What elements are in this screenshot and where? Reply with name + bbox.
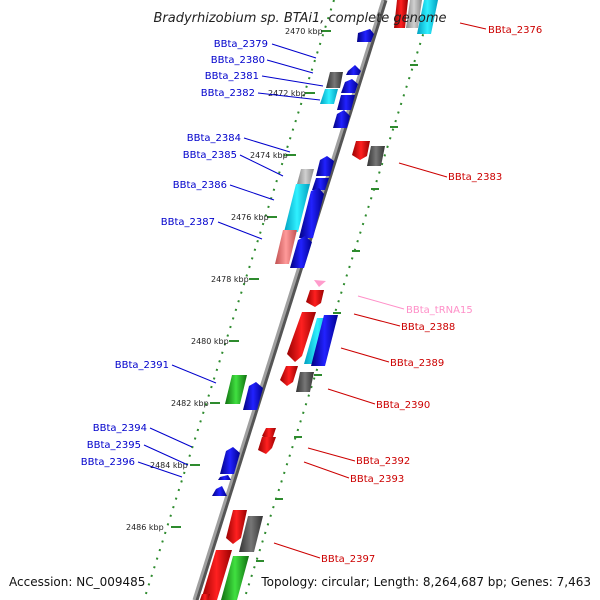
forward-gene-labels: BBta_2379 BBta_2380 BBta_2381 BBta_2382 … [81, 39, 268, 468]
reverse-gene-labels: BBta_2376 BBta_2383 BBta_tRNA15 BBta_238… [321, 25, 542, 565]
gene-feature[interactable] [258, 437, 276, 454]
gene-feature[interactable] [312, 178, 329, 190]
gene-feature[interactable] [326, 72, 343, 88]
gene-feature[interactable] [243, 382, 263, 410]
gene-label-bbta-2392[interactable]: BBta_2392 [356, 456, 410, 467]
gene-feature[interactable] [357, 29, 374, 42]
gene-label-bbta-2376[interactable]: BBta_2376 [488, 25, 542, 36]
gene-feature[interactable] [346, 65, 361, 75]
gene-feature[interactable] [296, 372, 314, 392]
gene-feature[interactable] [406, 0, 422, 28]
gene-feature[interactable] [221, 556, 249, 600]
gene-label-bbta-2391[interactable]: BBta_2391 [115, 360, 169, 371]
gene-feature[interactable] [280, 366, 298, 386]
gene-feature[interactable] [239, 516, 263, 552]
gene-label-bbta-2395[interactable]: BBta_2395 [87, 440, 141, 451]
gene-label-bbta-2397[interactable]: BBta_2397 [321, 554, 375, 565]
kbp-tick-label: 2486 kbp [126, 523, 164, 532]
topology-text: Topology: circular; Length: 8,264,687 bp… [260, 575, 591, 589]
gene-label-bbta-2393[interactable]: BBta_2393 [350, 474, 404, 485]
gene-label-bbta-2383[interactable]: BBta_2383 [448, 172, 502, 183]
gene-label-bbta-2386[interactable]: BBta_2386 [173, 180, 227, 191]
accession-text: Accession: NC_009485 [9, 575, 145, 589]
forward-genes [212, 29, 374, 496]
gene-label-bbta-2396[interactable]: BBta_2396 [81, 457, 135, 468]
gene-feature[interactable] [299, 188, 324, 238]
gene-label-bbta-2385[interactable]: BBta_2385 [183, 150, 237, 161]
gene-feature[interactable] [333, 110, 350, 128]
kbp-tick-label: 2476 kbp [231, 213, 269, 222]
gene-feature[interactable] [212, 486, 227, 496]
gene-feature[interactable] [290, 236, 312, 268]
gene-feature[interactable] [306, 290, 324, 307]
kbp-tick-label: 2482 kbp [171, 399, 209, 408]
gene-feature[interactable] [200, 594, 210, 600]
kbp-tick-label: 2474 kbp [250, 151, 288, 160]
gene-label-bbta-2381[interactable]: BBta_2381 [205, 71, 259, 82]
gene-feature[interactable] [226, 510, 247, 544]
kbp-ruler [171, 30, 418, 562]
gene-feature[interactable] [320, 89, 338, 104]
kbp-tick-labels: 2470 kbp 2472 kbp 2474 kbp 2476 kbp 2478… [126, 27, 323, 532]
gene-feature[interactable] [316, 156, 334, 176]
gene-label-bbta-2394[interactable]: BBta_2394 [93, 423, 147, 434]
gene-label-bbta-2390[interactable]: BBta_2390 [376, 400, 430, 411]
gene-feature[interactable] [341, 79, 358, 93]
gene-feature[interactable] [284, 184, 310, 232]
gene-feature[interactable] [297, 169, 314, 184]
gene-label-bbta-2387[interactable]: BBta_2387 [161, 217, 215, 228]
gene-feature[interactable] [337, 95, 355, 110]
gene-feature[interactable] [367, 146, 385, 166]
kbp-tick-label: 2478 kbp [211, 275, 249, 284]
map-title: Bradyrhizobium sp. BTAi1, complete genom… [153, 11, 446, 26]
gene-label-bbta-2382[interactable]: BBta_2382 [201, 88, 255, 99]
gene-label-bbta-2384[interactable]: BBta_2384 [187, 133, 241, 144]
kbp-tick-label: 2470 kbp [285, 27, 323, 36]
gene-feature[interactable] [201, 550, 232, 600]
gene-label-bbta-2389[interactable]: BBta_2389 [390, 358, 444, 369]
gene-feature[interactable] [218, 475, 231, 480]
reverse-genes [200, 0, 438, 600]
kbp-tick-label: 2480 kbp [191, 337, 229, 346]
label-leaders [137, 22, 487, 559]
gene-feature[interactable] [417, 0, 438, 34]
gene-label-bbta-trna15[interactable]: BBta_tRNA15 [406, 305, 473, 316]
gene-label-bbta-2379[interactable]: BBta_2379 [214, 39, 268, 50]
gene-label-bbta-2380[interactable]: BBta_2380 [211, 55, 265, 66]
kbp-tick-label: 2472 kbp [268, 89, 306, 98]
kbp-tick-label: 2484 kbp [150, 461, 188, 470]
gene-feature[interactable] [352, 141, 370, 160]
gene-feature[interactable] [275, 230, 297, 264]
gene-feature[interactable] [394, 0, 408, 28]
gene-feature[interactable] [311, 315, 338, 366]
gene-label-bbta-2388[interactable]: BBta_2388 [401, 322, 455, 333]
gene-feature[interactable] [220, 447, 240, 474]
gene-feature[interactable] [314, 280, 326, 287]
gene-feature[interactable] [287, 312, 316, 362]
gene-feature[interactable] [225, 375, 247, 404]
